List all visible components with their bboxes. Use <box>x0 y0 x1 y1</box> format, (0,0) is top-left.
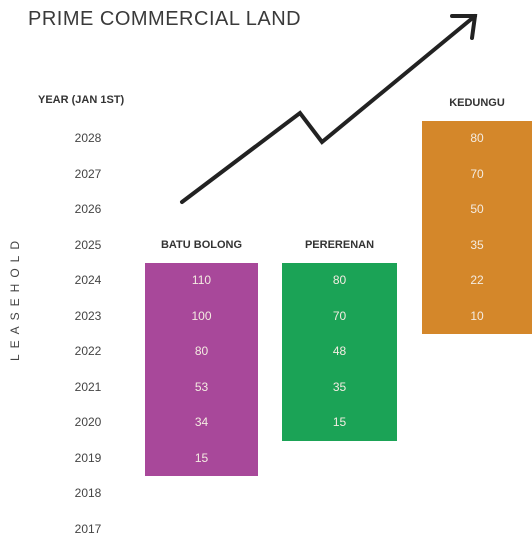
data-label: 15 <box>332 415 347 429</box>
data-label: 35 <box>470 237 484 252</box>
data-label: 53 <box>194 379 209 394</box>
data-label: 80 <box>332 273 347 287</box>
year-label-2017: 2017 <box>74 521 102 536</box>
data-label: 10 <box>470 308 484 323</box>
data-label: 22 <box>470 273 484 287</box>
year-label-2024: 2024 <box>74 273 102 287</box>
column-label-batu-bolong: BATU BOLONG <box>160 239 243 252</box>
year-label-2028: 2028 <box>74 131 102 145</box>
data-label: 35 <box>332 379 347 394</box>
data-label: 48 <box>332 344 347 358</box>
column-label-kedungu: KEDUNGU <box>449 97 505 110</box>
data-label: 70 <box>470 166 484 181</box>
data-label: 15 <box>194 450 209 465</box>
data-label: 80 <box>194 344 209 358</box>
column-label-pererenan: PERERENAN <box>304 239 375 252</box>
chart-title: PRIME COMMERCIAL LAND <box>28 8 302 30</box>
data-label: 100 <box>191 308 212 323</box>
bar-pererenan: 80 70 48 35 15 <box>282 263 397 441</box>
year-label-2019: 2019 <box>74 450 102 465</box>
bar-kedungu: 80 70 50 35 22 10 <box>422 121 532 335</box>
data-label: 50 <box>470 202 484 216</box>
year-label-2023: 2023 <box>74 308 102 323</box>
year-label-2026: 2026 <box>74 202 102 216</box>
year-label-2020: 2020 <box>74 415 102 429</box>
data-label: 80 <box>470 131 484 145</box>
data-label: 70 <box>332 308 347 323</box>
bar-batu-bolong: 110 100 80 53 34 15 <box>145 263 258 477</box>
year-label-2022: 2022 <box>74 344 102 358</box>
y-axis-title: YEAR (JAN 1ST) <box>38 94 125 106</box>
data-label: 34 <box>194 415 209 429</box>
year-label-2018: 2018 <box>74 486 102 500</box>
year-label-2027: 2027 <box>74 166 102 181</box>
trend-arrow-line <box>180 14 477 204</box>
data-label: 110 <box>191 273 212 287</box>
year-label-2025: 2025 <box>74 237 102 252</box>
trend-arrow-head <box>450 14 478 40</box>
year-label-2021: 2021 <box>74 379 102 394</box>
